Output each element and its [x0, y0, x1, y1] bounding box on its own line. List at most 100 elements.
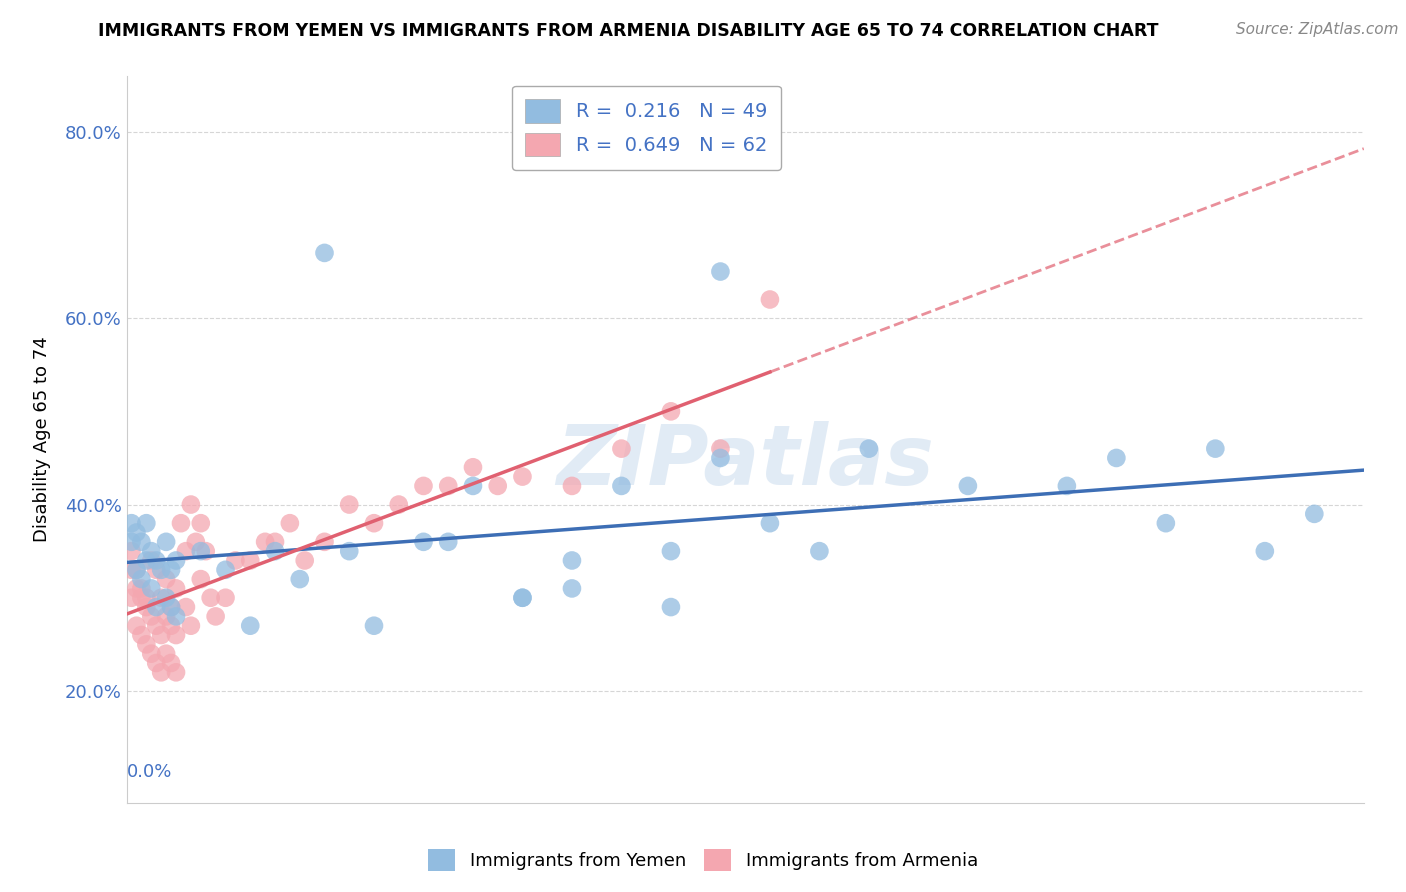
Point: [709, 450, 731, 465]
Point: [121, 591, 143, 605]
Point: [956, 479, 979, 493]
Point: [239, 553, 262, 567]
Point: [131, 628, 153, 642]
Point: [145, 563, 167, 577]
Point: [135, 600, 157, 615]
Point: [486, 479, 509, 493]
Text: Source: ZipAtlas.com: Source: ZipAtlas.com: [1236, 22, 1399, 37]
Point: [388, 498, 411, 512]
Point: [437, 534, 460, 549]
Point: [808, 544, 831, 558]
Point: [150, 628, 173, 642]
Point: [141, 647, 163, 661]
Point: [145, 553, 167, 567]
Point: [337, 498, 360, 512]
Point: [561, 479, 583, 493]
Y-axis label: Disability Age 65 to 74: Disability Age 65 to 74: [32, 336, 51, 542]
Point: [155, 609, 177, 624]
Point: [180, 498, 202, 512]
Point: [165, 609, 187, 624]
Point: [155, 647, 177, 661]
Point: [131, 572, 153, 586]
Point: [145, 600, 167, 615]
Point: [150, 563, 173, 577]
Point: [170, 516, 193, 531]
Point: [461, 479, 484, 493]
Point: [337, 544, 360, 558]
Point: [160, 563, 183, 577]
Point: [412, 534, 434, 549]
Point: [224, 553, 246, 567]
Point: [141, 582, 163, 596]
Point: [1204, 442, 1226, 456]
Point: [858, 442, 880, 456]
Point: [709, 442, 731, 456]
Point: [1105, 450, 1128, 465]
Point: [150, 665, 173, 680]
Point: [174, 600, 197, 615]
Point: [160, 656, 183, 670]
Point: [363, 618, 385, 632]
Text: IMMIGRANTS FROM YEMEN VS IMMIGRANTS FROM ARMENIA DISABILITY AGE 65 TO 74 CORRELA: IMMIGRANTS FROM YEMEN VS IMMIGRANTS FROM…: [98, 22, 1159, 40]
Point: [512, 591, 534, 605]
Point: [121, 544, 143, 558]
Point: [194, 544, 217, 558]
Point: [314, 534, 336, 549]
Text: 0.0%: 0.0%: [127, 763, 172, 780]
Point: [135, 516, 157, 531]
Point: [125, 563, 148, 577]
Point: [160, 600, 183, 615]
Point: [512, 591, 534, 605]
Point: [141, 553, 163, 567]
Point: [1254, 544, 1277, 558]
Point: [759, 516, 782, 531]
Point: [155, 572, 177, 586]
Point: [174, 544, 197, 558]
Point: [155, 591, 177, 605]
Point: [184, 534, 207, 549]
Point: [160, 618, 183, 632]
Point: [135, 553, 157, 567]
Point: [709, 264, 731, 278]
Point: [254, 534, 277, 549]
Point: [190, 516, 212, 531]
Point: [200, 591, 222, 605]
Point: [437, 479, 460, 493]
Point: [412, 479, 434, 493]
Point: [204, 609, 226, 624]
Point: [135, 591, 157, 605]
Point: [239, 618, 262, 632]
Point: [131, 534, 153, 549]
Point: [125, 582, 148, 596]
Point: [264, 534, 287, 549]
Legend: Immigrants from Yemen, Immigrants from Armenia: Immigrants from Yemen, Immigrants from A…: [420, 842, 986, 879]
Point: [610, 442, 633, 456]
Point: [288, 572, 311, 586]
Point: [1154, 516, 1177, 531]
Point: [659, 544, 682, 558]
Point: [150, 591, 173, 605]
Point: [190, 572, 212, 586]
Point: [561, 582, 583, 596]
Point: [659, 404, 682, 418]
Point: [759, 293, 782, 307]
Point: [135, 637, 157, 651]
Point: [190, 544, 212, 558]
Point: [180, 618, 202, 632]
Point: [121, 516, 143, 531]
Point: [145, 618, 167, 632]
Point: [165, 665, 187, 680]
Point: [131, 591, 153, 605]
Point: [1056, 479, 1078, 493]
Point: [214, 563, 236, 577]
Point: [121, 563, 143, 577]
Point: [125, 618, 148, 632]
Point: [121, 534, 143, 549]
Point: [214, 591, 236, 605]
Point: [1303, 507, 1326, 521]
Point: [165, 582, 187, 596]
Point: [155, 534, 177, 549]
Point: [314, 246, 336, 260]
Point: [461, 460, 484, 475]
Point: [125, 563, 148, 577]
